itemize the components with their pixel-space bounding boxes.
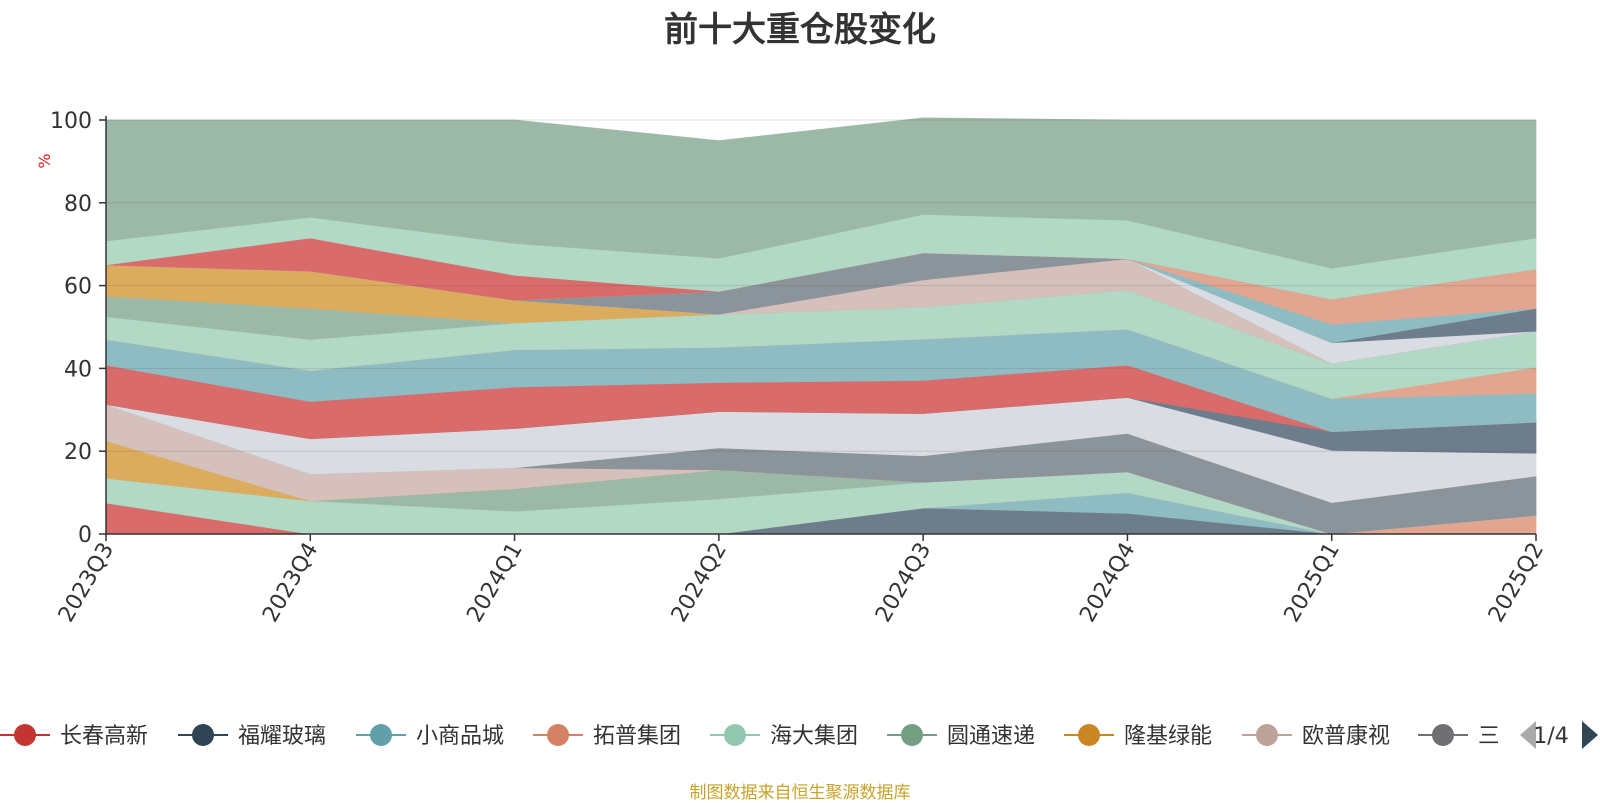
x-tick-label-2025Q2: 2025Q2 bbox=[1484, 539, 1549, 627]
x-tick-label-2024Q2: 2024Q2 bbox=[667, 539, 732, 627]
legend-marker bbox=[1256, 724, 1278, 746]
grid-layer bbox=[106, 119, 1536, 452]
legend-next-page-icon[interactable] bbox=[1582, 721, 1598, 749]
legend-marker bbox=[547, 724, 569, 746]
legend-marker bbox=[901, 724, 923, 746]
legend-item-1[interactable]: 长春高新 bbox=[0, 724, 148, 749]
y-tick-label-0: 0 bbox=[78, 523, 92, 548]
y-tick-label-60: 60 bbox=[64, 275, 92, 300]
x-tick-label-2024Q1: 2024Q1 bbox=[462, 539, 527, 627]
x-tick-label-2023Q3: 2023Q3 bbox=[54, 539, 119, 627]
legend-label: 欧普康视 bbox=[1302, 724, 1390, 749]
area-series-26 bbox=[105, 117, 1537, 269]
legend-label: 海大集团 bbox=[770, 724, 858, 749]
legend-item-3[interactable]: 小商品城 bbox=[356, 724, 504, 749]
x-tick-label-2024Q3: 2024Q3 bbox=[871, 539, 936, 627]
legend-label: 隆基绿能 bbox=[1124, 724, 1212, 749]
source-note: 制图数据来自恒生聚源数据库 bbox=[689, 783, 911, 803]
legend-page-indicator: 1/4 bbox=[1533, 724, 1568, 749]
legend-item-7[interactable]: 隆基绿能 bbox=[1064, 724, 1212, 749]
y-axis-unit-label: % bbox=[35, 153, 54, 168]
legend-item-5[interactable]: 海大集团 bbox=[710, 724, 858, 749]
legend-marker bbox=[14, 724, 36, 746]
legend-label: 三一重工 bbox=[1478, 724, 1566, 749]
legend-item-9[interactable]: 三一重工 bbox=[1418, 724, 1566, 749]
legend-label: 小商品城 bbox=[416, 724, 504, 749]
y-tick-label-40: 40 bbox=[64, 357, 92, 382]
legend-item-4[interactable]: 拓普集团 bbox=[533, 724, 681, 749]
legend-prev-page-icon[interactable] bbox=[1520, 721, 1536, 749]
legend-label: 长春高新 bbox=[60, 724, 148, 749]
x-tick-label-2025Q1: 2025Q1 bbox=[1280, 539, 1345, 627]
legend-item-8[interactable]: 欧普康视 bbox=[1242, 724, 1390, 749]
y-tick-label-20: 20 bbox=[64, 440, 92, 465]
y-tick-label-80: 80 bbox=[64, 192, 92, 217]
legend-item-2[interactable]: 福耀玻璃 bbox=[178, 724, 326, 749]
legend-label: 拓普集团 bbox=[593, 724, 681, 749]
legend-marker bbox=[1078, 724, 1100, 746]
y-tick-label-100: 100 bbox=[50, 109, 92, 134]
legend-marker bbox=[370, 724, 392, 746]
area-layer bbox=[105, 117, 1537, 535]
x-tick-label-2023Q4: 2023Q4 bbox=[258, 539, 323, 627]
legend-marker bbox=[1432, 724, 1454, 746]
x-tick-label-2024Q4: 2024Q4 bbox=[1075, 539, 1140, 627]
legend-marker bbox=[192, 724, 214, 746]
legend-marker bbox=[724, 724, 746, 746]
legend: 长春高新 福耀玻璃 小商品城 拓普集团 海大集团 圆通速递 隆基绿能 欧普康视 三一重工1/4 bbox=[0, 721, 1598, 749]
legend-label: 福耀玻璃 bbox=[238, 724, 326, 749]
legend-label: 圆通速递 bbox=[947, 724, 1035, 749]
chart-title: 前十大重仓股变化 bbox=[664, 10, 936, 50]
legend-item-6[interactable]: 圆通速递 bbox=[887, 724, 1035, 749]
